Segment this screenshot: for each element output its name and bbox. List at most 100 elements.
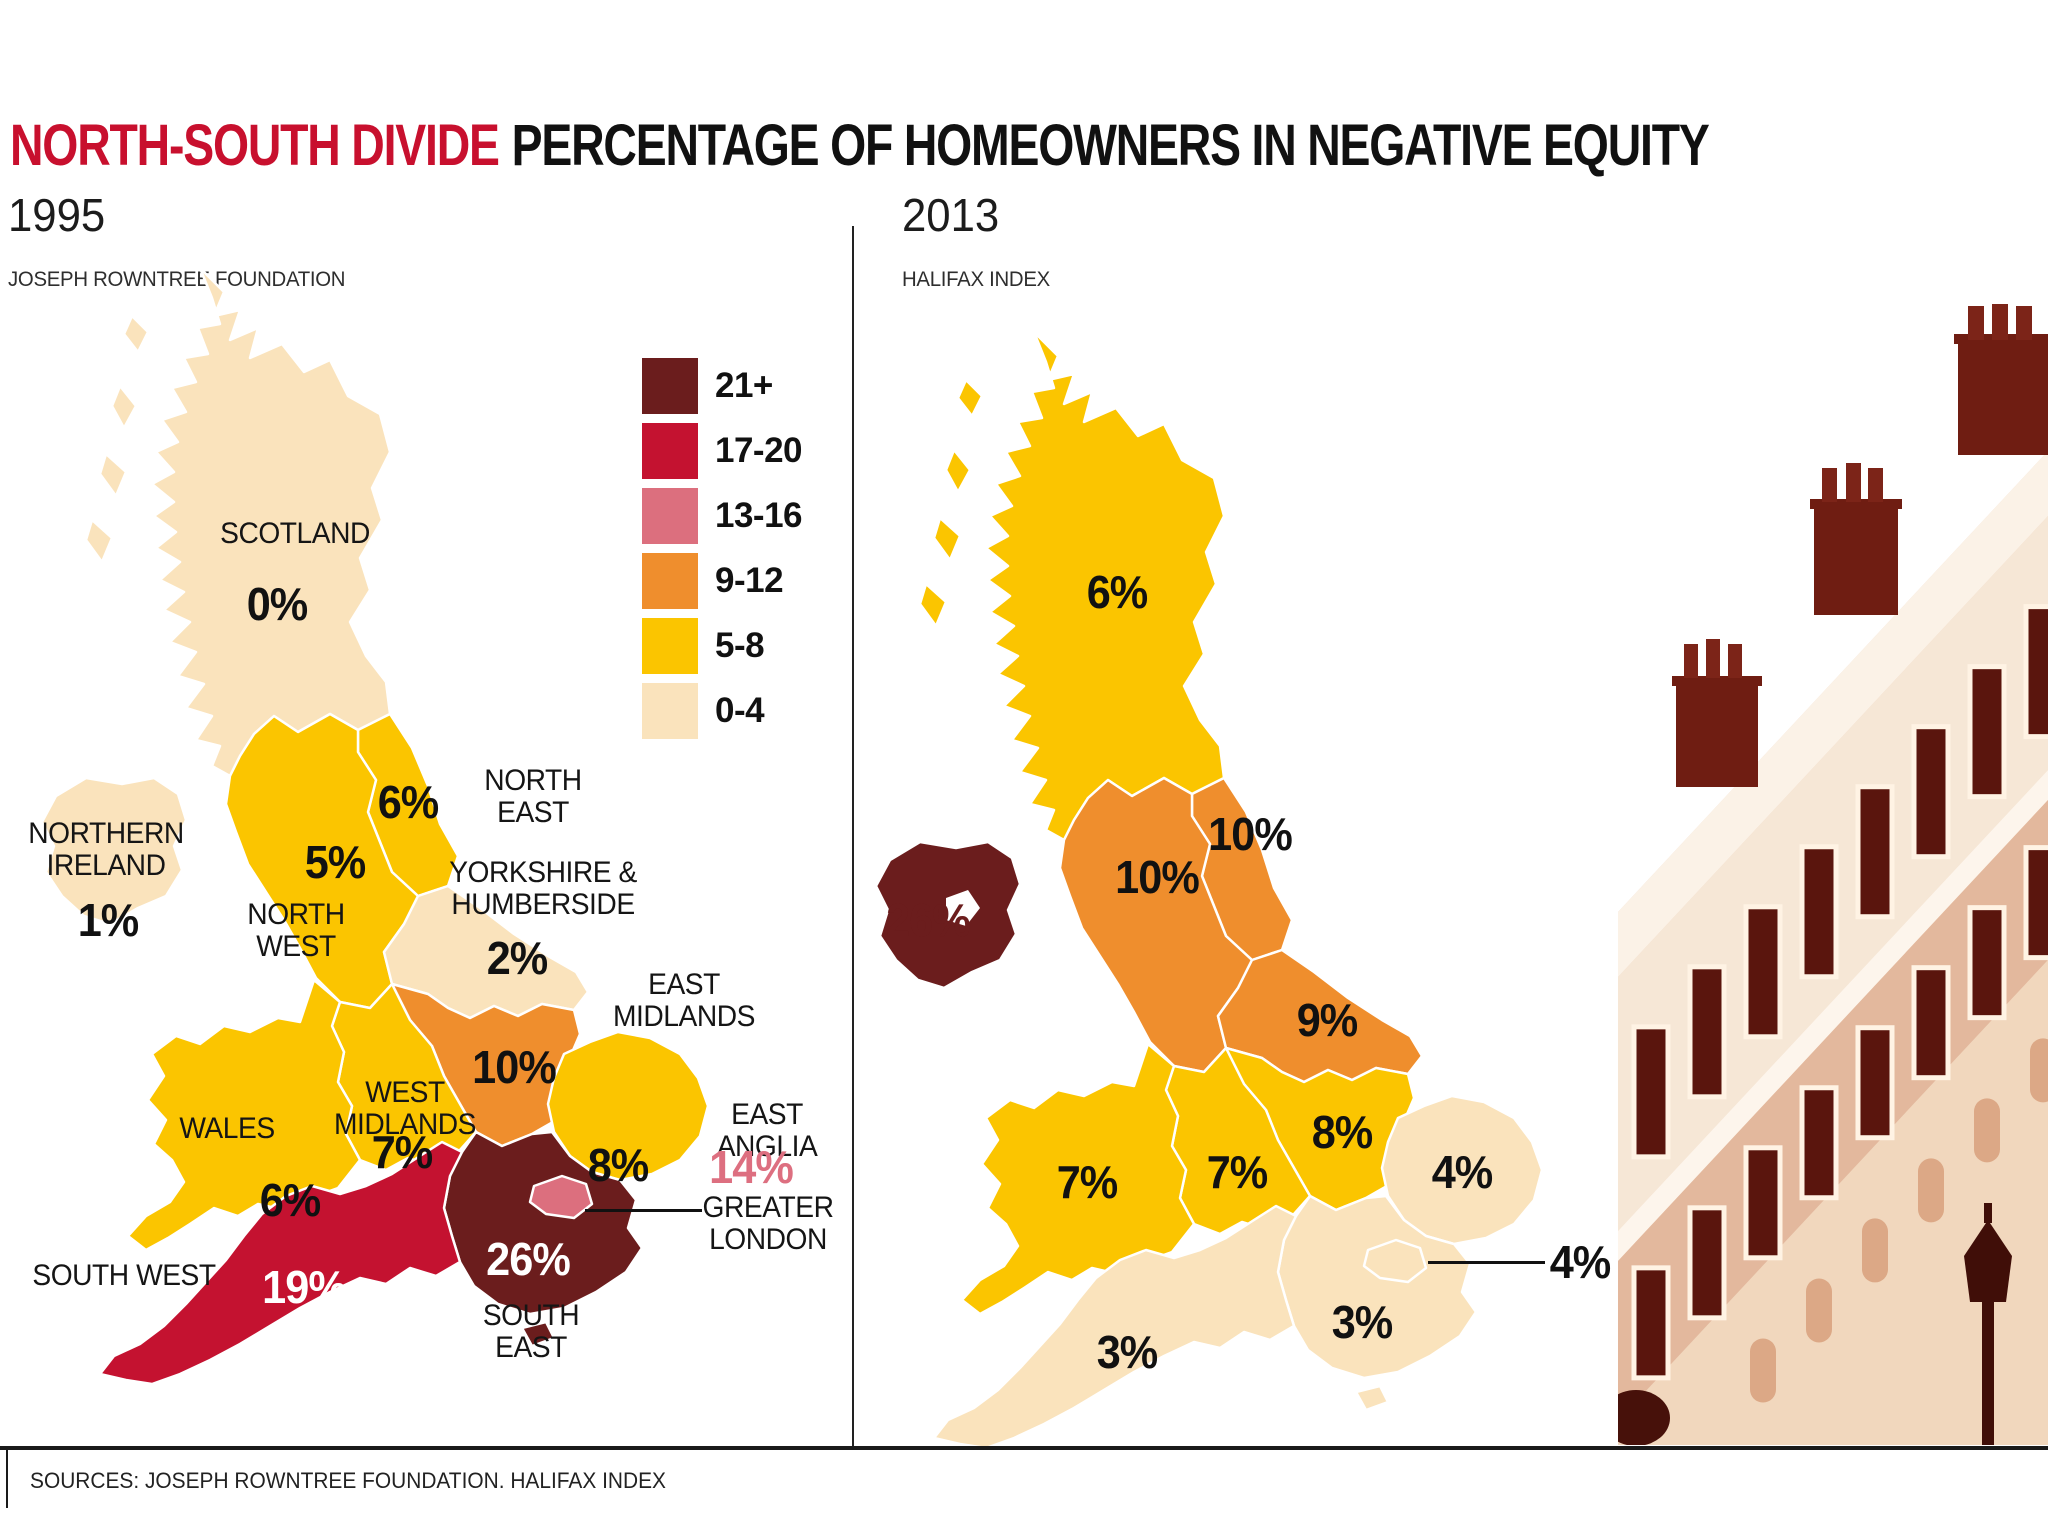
legend-swatch-9-12	[642, 553, 698, 609]
label-1995-yorkshire-value: 2%	[486, 932, 549, 984]
region-scotland-2013	[984, 330, 1226, 842]
region-scotland-2013	[944, 448, 972, 494]
region-south-east-1995	[520, 1320, 556, 1348]
house-window	[1799, 844, 1839, 980]
legend-label: 21+	[715, 366, 773, 405]
label-2013-wales-value: 7%	[1056, 1156, 1119, 1208]
map-2013	[874, 330, 1544, 1450]
footer-left-tick	[6, 1450, 8, 1508]
label-1995-north-west-value: 5%	[304, 836, 367, 888]
house-window	[1911, 724, 1951, 860]
photo-ground-floor	[1618, 960, 2048, 1445]
label-2013-yorkshire-value: 9%	[1296, 994, 1359, 1046]
house-window	[1631, 1265, 1671, 1381]
label-1995-wales-value: 6%	[259, 1174, 322, 1226]
legend-swatch-21plus	[642, 358, 698, 414]
region-greater-london-2013	[1362, 1238, 1428, 1284]
house-window	[1750, 1338, 1776, 1403]
map-1995	[40, 266, 710, 1386]
chimney-stack-left	[1672, 639, 1762, 787]
legend-item: 9-12	[642, 553, 802, 609]
legend-swatch-13-16	[642, 488, 698, 544]
lough-neagh	[946, 890, 980, 926]
region-scotland-1995	[110, 384, 138, 430]
legend-swatch-0-4	[642, 683, 698, 739]
house-window	[1806, 1278, 1832, 1343]
panel-divider	[852, 226, 854, 1446]
region-scotland-1995	[122, 314, 150, 354]
label-2013-northern-ireland-value: 26%	[886, 894, 971, 946]
legend-swatch-5-8	[642, 618, 698, 674]
region-northern-ireland-1995	[40, 776, 188, 926]
house-window	[1743, 1145, 1783, 1261]
label-2013-greater-london-value: 4%	[1549, 1236, 1612, 1288]
region-south-west-2013	[932, 1204, 1298, 1450]
footer-rule	[0, 1446, 2048, 1450]
greater-london-leader-line-1995	[585, 1209, 702, 1212]
chimney-stack-middle	[1810, 463, 1902, 615]
region-south-west-1995	[98, 1140, 464, 1386]
house-window	[1911, 965, 1951, 1081]
label-2013-north-east-value: 10%	[1208, 808, 1293, 860]
label-1995-greater-london-name: GREATER LONDON	[702, 1190, 834, 1256]
house-window	[1799, 1085, 1839, 1201]
source-2013: HALIFAX INDEX	[902, 268, 1050, 291]
label-1995-north-west-name: NORTH WEST	[247, 897, 345, 963]
label-1995-south-west-value: 19%	[262, 1261, 347, 1313]
region-east-anglia-2013	[1380, 1094, 1544, 1246]
label-1995-north-east-name: NORTH EAST	[484, 763, 582, 829]
house-window	[1974, 1098, 2000, 1163]
label-1995-south-east-value: 26%	[486, 1233, 571, 1285]
house-window	[2030, 1038, 2048, 1103]
label-2013-south-east-value: 3%	[1331, 1296, 1394, 1348]
page-title: NORTH-SOUTH DIVIDE PERCENTAGE OF HOMEOWNE…	[10, 112, 1710, 179]
legend-label: 17-20	[715, 431, 803, 470]
region-scotland-1995	[150, 266, 392, 778]
label-1995-south-east-name: SOUTH EAST	[482, 1298, 580, 1364]
label-1995-yorkshire-name: YORKSHIRE & HUMBERSIDE	[449, 855, 637, 921]
legend: 21+ 17-20 13-16 9-12 5-8 0-4	[642, 358, 803, 748]
photo-parapet	[1618, 451, 2048, 977]
label-2013-east-anglia-value: 4%	[1431, 1146, 1494, 1198]
label-1995-east-midlands-value: 10%	[472, 1041, 557, 1093]
label-1995-wales-name: WALES	[179, 1111, 275, 1145]
region-scotland-2013	[932, 516, 962, 562]
house-window	[2023, 604, 2048, 740]
region-scotland-2013	[956, 378, 984, 418]
region-south-east-2013	[1354, 1384, 1390, 1412]
greater-london-leader-line-2013	[1428, 1261, 1545, 1264]
title-rest: PERCENTAGE OF HOMEOWNERS IN NEGATIVE EQU…	[511, 113, 1710, 178]
label-1995-greater-london-value: 14%	[709, 1141, 794, 1193]
house-window	[1687, 964, 1727, 1100]
year-1995: 1995	[8, 189, 106, 241]
legend-label: 9-12	[715, 561, 784, 600]
region-scotland-1995	[98, 452, 128, 498]
legend-item: 0-4	[642, 683, 802, 739]
label-1995-south-west-name: SOUTH WEST	[32, 1258, 216, 1292]
label-2013-south-west-value: 3%	[1096, 1326, 1159, 1378]
legend-item: 21+	[642, 358, 802, 414]
house-window	[1855, 784, 1895, 920]
region-east-anglia-1995	[546, 1030, 710, 1182]
house-window	[1631, 1024, 1671, 1160]
legend-item: 13-16	[642, 488, 803, 544]
label-2013-east-midlands-value: 8%	[1311, 1106, 1374, 1158]
legend-swatch-17-20	[642, 423, 698, 479]
label-1995-east-midlands-name: EAST MIDLANDS	[613, 967, 755, 1033]
house-window	[1967, 905, 2007, 1021]
house-window	[2023, 845, 2048, 961]
region-scotland-1995	[84, 518, 114, 564]
house-window	[1687, 1205, 1727, 1321]
legend-label: 0-4	[715, 691, 765, 730]
plant-silhouette	[1618, 1390, 1670, 1445]
title-highlight: NORTH-SOUTH DIVIDE	[10, 113, 500, 178]
label-1995-northern-ireland-name: NORTHERN IRELAND	[28, 816, 184, 882]
source-1995: JOSEPH ROWNTREE FOUNDATION	[8, 268, 346, 291]
region-greater-london-1995	[528, 1174, 594, 1220]
label-1995-northern-ireland-value: 1%	[77, 894, 140, 946]
chimney-stack-right	[1954, 304, 2048, 455]
region-scotland-2013	[918, 582, 948, 628]
legend-label: 5-8	[715, 626, 765, 665]
legend-label: 13-16	[715, 496, 803, 535]
